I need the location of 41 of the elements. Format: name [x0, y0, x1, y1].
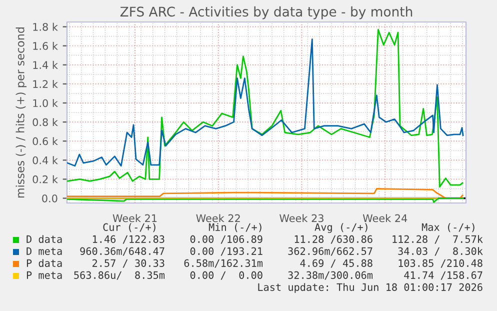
y-tick-label: 0.2 k — [32, 175, 58, 184]
y-tick-label: 1.8 k — [33, 22, 58, 31]
text: 103.85 /210.48 — [398, 259, 482, 268]
text: 6.58m/162.31m — [184, 259, 263, 268]
y-tick-label: 0.8 k — [32, 118, 58, 126]
text: 11.28 /630.86 — [294, 235, 372, 244]
text: 0.00 /193.21 — [190, 247, 262, 256]
legend-label: D meta — [26, 247, 62, 255]
text: Max (-/+) — [422, 223, 474, 232]
text: 4.69 / 45.88 — [300, 259, 372, 268]
legend-label: D data — [26, 235, 62, 243]
text: 41.74 /158.67 — [404, 271, 482, 280]
x-tick-label: Week 24 — [362, 214, 408, 222]
y-tick-label: 1.2 k — [33, 80, 58, 88]
x-tick-label: Week 22 — [196, 214, 240, 222]
text: 1.46 /122.83 — [92, 235, 164, 244]
text: 32.38m/300.06m — [288, 271, 373, 280]
text: 2.57 / 30.33 — [92, 259, 164, 268]
y-tick-label: 1.4 k — [33, 60, 58, 69]
y-tick-label: 1.0 k — [33, 99, 58, 108]
y-tick-label: 1.6 k — [33, 42, 58, 50]
text: 0.00 / 0.00 — [190, 271, 262, 280]
text: Cur (-/+) — [103, 223, 156, 232]
x-tick-label: Week 23 — [280, 214, 324, 222]
legend-label: P meta — [26, 271, 62, 279]
x-tick-label: Week 21 — [112, 214, 157, 222]
text: Last update: Thu Jun 18 01:00:17 2026 — [258, 283, 482, 293]
chart-title: ZFS ARC - Activities by data type - by month — [120, 6, 412, 20]
text: Avg (-/+) — [314, 223, 368, 233]
text: 0.00 /106.89 — [190, 235, 262, 244]
y-tick-label: 0.6 k — [32, 137, 58, 146]
text: Min (-/+) — [208, 223, 262, 232]
text: 563.86u/ 8.35m — [74, 271, 165, 280]
text: 34.03 / 8.30k — [398, 247, 483, 256]
y-tick-label: 0.0 — [42, 194, 58, 202]
text: 362.96m/662.57 — [288, 247, 372, 256]
legend-label: P data — [26, 259, 62, 267]
y-axis-title: misses (-) / hits (+) per second — [16, 27, 27, 198]
y-tick-label: 0.4 k — [32, 156, 58, 164]
text: 112.28 / 7.57k — [392, 235, 483, 244]
text: 960.36m/648.47 — [80, 247, 164, 256]
